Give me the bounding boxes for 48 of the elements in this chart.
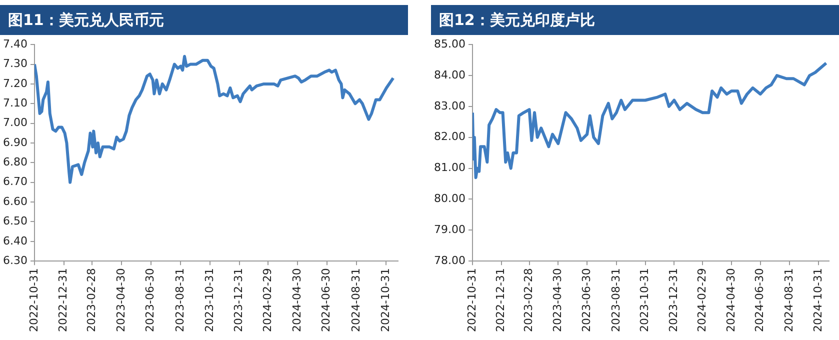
x-tick-label: 2023-12-31 <box>232 268 246 332</box>
x-tick-label: 2024-04-30 <box>724 268 738 332</box>
x-tick-label: 2022-10-31 <box>465 268 478 332</box>
x-tick-label: 2023-10-31 <box>202 268 216 332</box>
x-tick-label: 2023-02-28 <box>522 268 536 332</box>
chart-title: 图12：美元兑印度卢比 <box>431 5 839 35</box>
x-tick-label: 2024-08-31 <box>782 268 796 332</box>
x-tick-label: 2024-06-30 <box>753 268 766 332</box>
y-tick-label: 80.00 <box>434 192 466 206</box>
y-tick-label: 82.00 <box>434 130 466 144</box>
y-tick-label: 6.30 <box>2 254 28 267</box>
x-tick-label: 2024-08-31 <box>350 268 363 332</box>
y-tick-label: 6.80 <box>2 156 28 169</box>
y-tick-label: 6.70 <box>2 175 28 188</box>
x-tick-label: 2023-02-28 <box>85 268 98 332</box>
y-tick-label: 84.00 <box>434 68 466 82</box>
y-tick-label: 83.00 <box>434 99 466 112</box>
y-tick-label: 79.00 <box>434 223 466 236</box>
x-tick-label: 2024-10-31 <box>811 268 824 332</box>
x-tick-label: 2024-02-29 <box>261 268 274 332</box>
x-tick-label: 2022-12-31 <box>56 268 70 332</box>
x-tick-label: 2022-10-31 <box>27 268 40 332</box>
y-tick-label: 6.90 <box>2 136 28 149</box>
x-tick-label: 2023-08-31 <box>609 268 622 332</box>
y-tick-label: 81.00 <box>434 161 466 174</box>
x-tick-label: 2023-06-30 <box>580 268 593 332</box>
x-tick-label: 2023-04-30 <box>114 268 128 332</box>
x-tick-label: 2024-10-31 <box>378 268 392 332</box>
y-tick-label: 7.10 <box>2 96 28 110</box>
y-tick-label: 6.40 <box>2 234 28 248</box>
x-tick-label: 2023-08-31 <box>174 268 187 332</box>
y-tick-label: 85.00 <box>434 37 466 50</box>
y-tick-label: 7.00 <box>2 116 28 130</box>
y-tick-label: 6.50 <box>2 214 28 228</box>
y-tick-label: 7.20 <box>2 76 28 90</box>
x-tick-label: 2023-06-30 <box>144 268 157 332</box>
chart-title: 图11：美元兑人民币元 <box>0 5 408 35</box>
x-tick-label: 2024-02-29 <box>695 268 708 332</box>
x-tick-label: 2024-04-30 <box>290 268 304 332</box>
y-tick-label: 78.00 <box>434 254 466 267</box>
y-tick-label: 7.40 <box>2 37 28 50</box>
x-tick-label: 2023-04-30 <box>551 268 564 332</box>
x-tick-label: 2023-10-31 <box>638 268 652 332</box>
y-tick-label: 7.30 <box>2 57 28 70</box>
x-tick-label: 2022-12-31 <box>494 268 508 332</box>
x-tick-label: 2024-06-30 <box>320 268 333 332</box>
x-tick-label: 2023-12-31 <box>667 268 680 332</box>
y-tick-label: 6.60 <box>2 194 28 208</box>
